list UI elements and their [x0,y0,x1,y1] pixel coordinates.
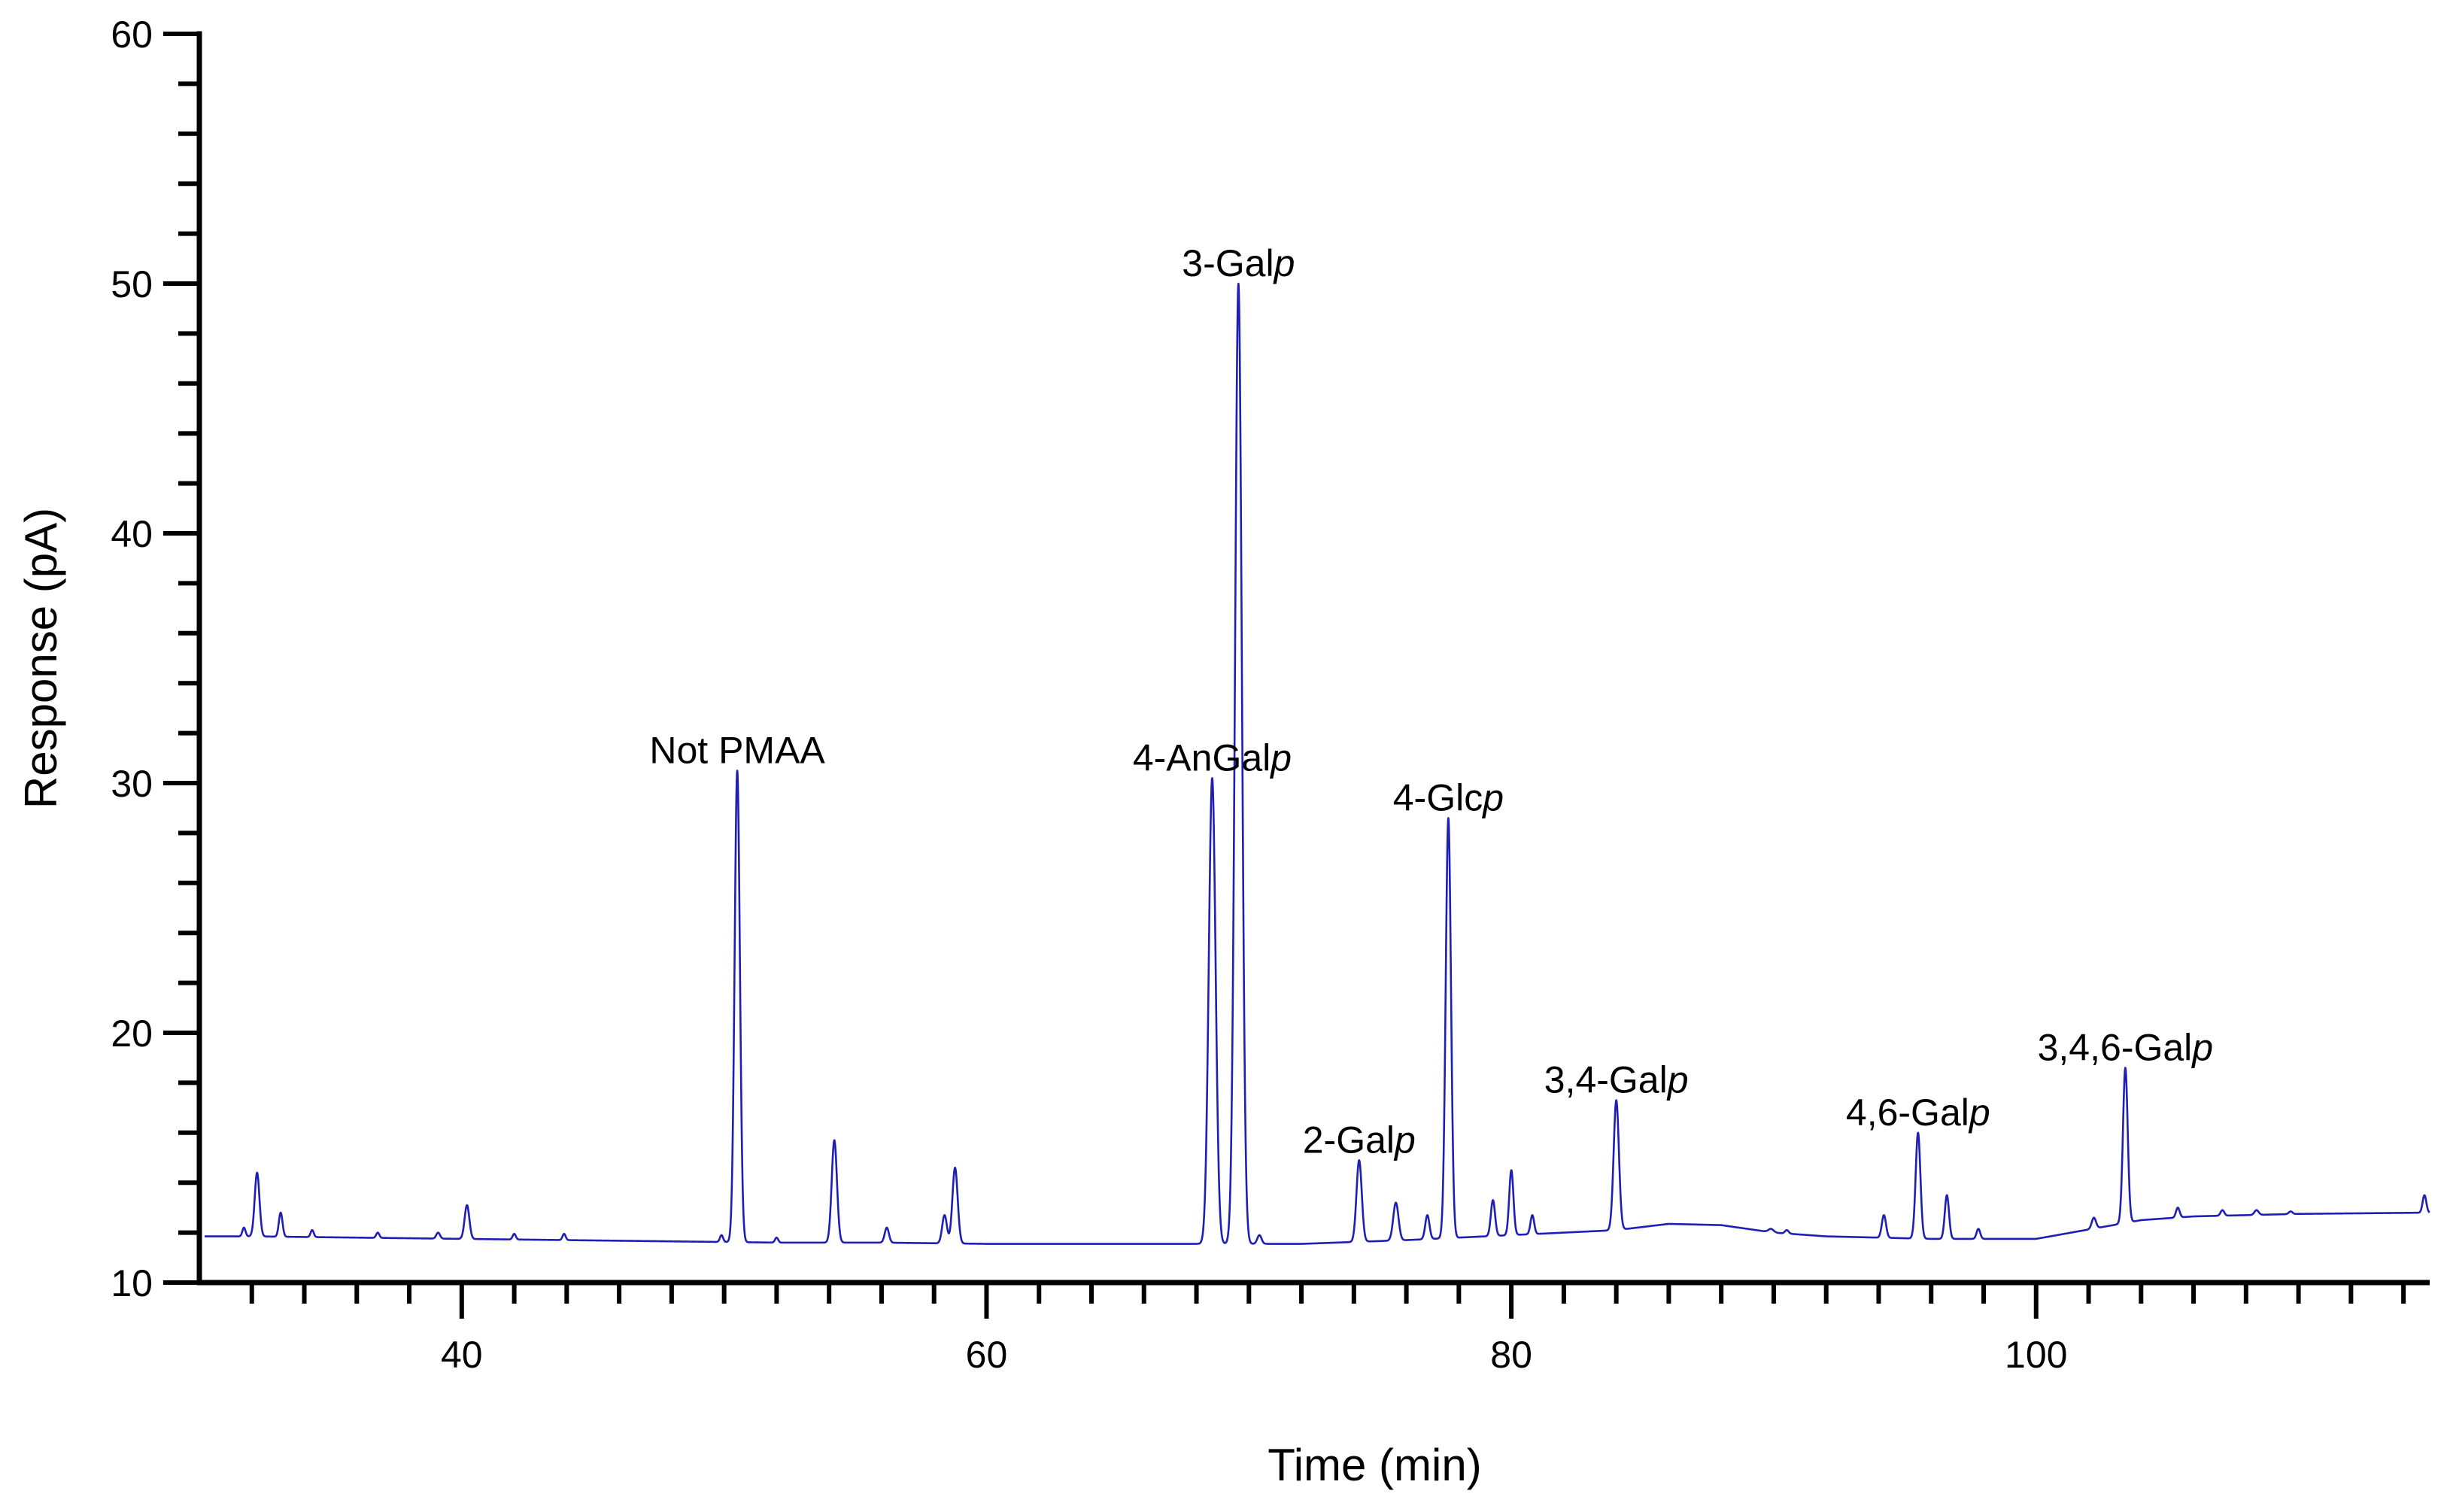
peak-labels-group: Not PMAA 4-AnGalp3-Galp2-Galp4-Glcp3,4-Ga… [649,242,2213,1161]
x-tick-label: 100 [2005,1334,2067,1376]
peak-label-name: 4-Glc [1393,776,1483,818]
y-tick-label: 30 [111,763,153,805]
peak-label: 4,6-Galp [1846,1091,1990,1134]
peak-label: 3,4-Galp [1544,1059,1689,1101]
y-tick-label: 60 [111,14,153,56]
x-axis-title: Time (min) [1268,1440,1481,1490]
peak-label: 4-AnGalp [1133,736,1292,779]
peak-label-suffix: p [1273,242,1295,284]
peak-label: 3,4,6-Galp [2038,1026,2213,1068]
peak-label: 2-Galp [1303,1119,1416,1161]
peak-label-name: Not PMAA [649,729,825,771]
x-tick-label: 60 [966,1334,1008,1376]
y-tick-label: 10 [111,1262,153,1304]
peak-label-suffix: p [1393,1119,1416,1161]
peak-label-name: 2-Gal [1303,1119,1395,1161]
chromatogram-trace [204,282,2430,1245]
peak-label-suffix: p [2190,1026,2213,1068]
peak-label-name: 4,6-Gal [1846,1091,1969,1134]
x-tick-label: 40 [441,1334,483,1376]
y-tick-label: 40 [111,513,153,555]
peak-label: 4-Glcp [1393,776,1504,818]
peak-label-suffix: p [1481,776,1504,818]
peak-label: Not PMAA [649,729,825,771]
ticks-group: 40 60 80 100 10 20 30 40 50 60 [111,14,2406,1376]
y-axis-title: Response (pA) [16,508,66,809]
peak-label-name: 4-AnGal [1133,736,1271,779]
peak-label-suffix: p [1968,1091,1990,1134]
y-tick-label: 20 [111,1013,153,1055]
x-tick-label: 80 [1490,1334,1532,1376]
y-tick-label: 50 [111,263,153,305]
peak-label-suffix: p [1269,736,1292,779]
peak-label-name: 3,4,6-Gal [2038,1026,2193,1068]
trace-group [204,282,2430,1245]
peak-label-name: 3,4-Gal [1544,1059,1668,1101]
peak-label-suffix: p [1666,1059,1689,1101]
peak-label-name: 3-Gal [1182,242,1274,284]
axes-group [196,31,2430,1286]
peak-label: 3-Galp [1182,242,1295,284]
